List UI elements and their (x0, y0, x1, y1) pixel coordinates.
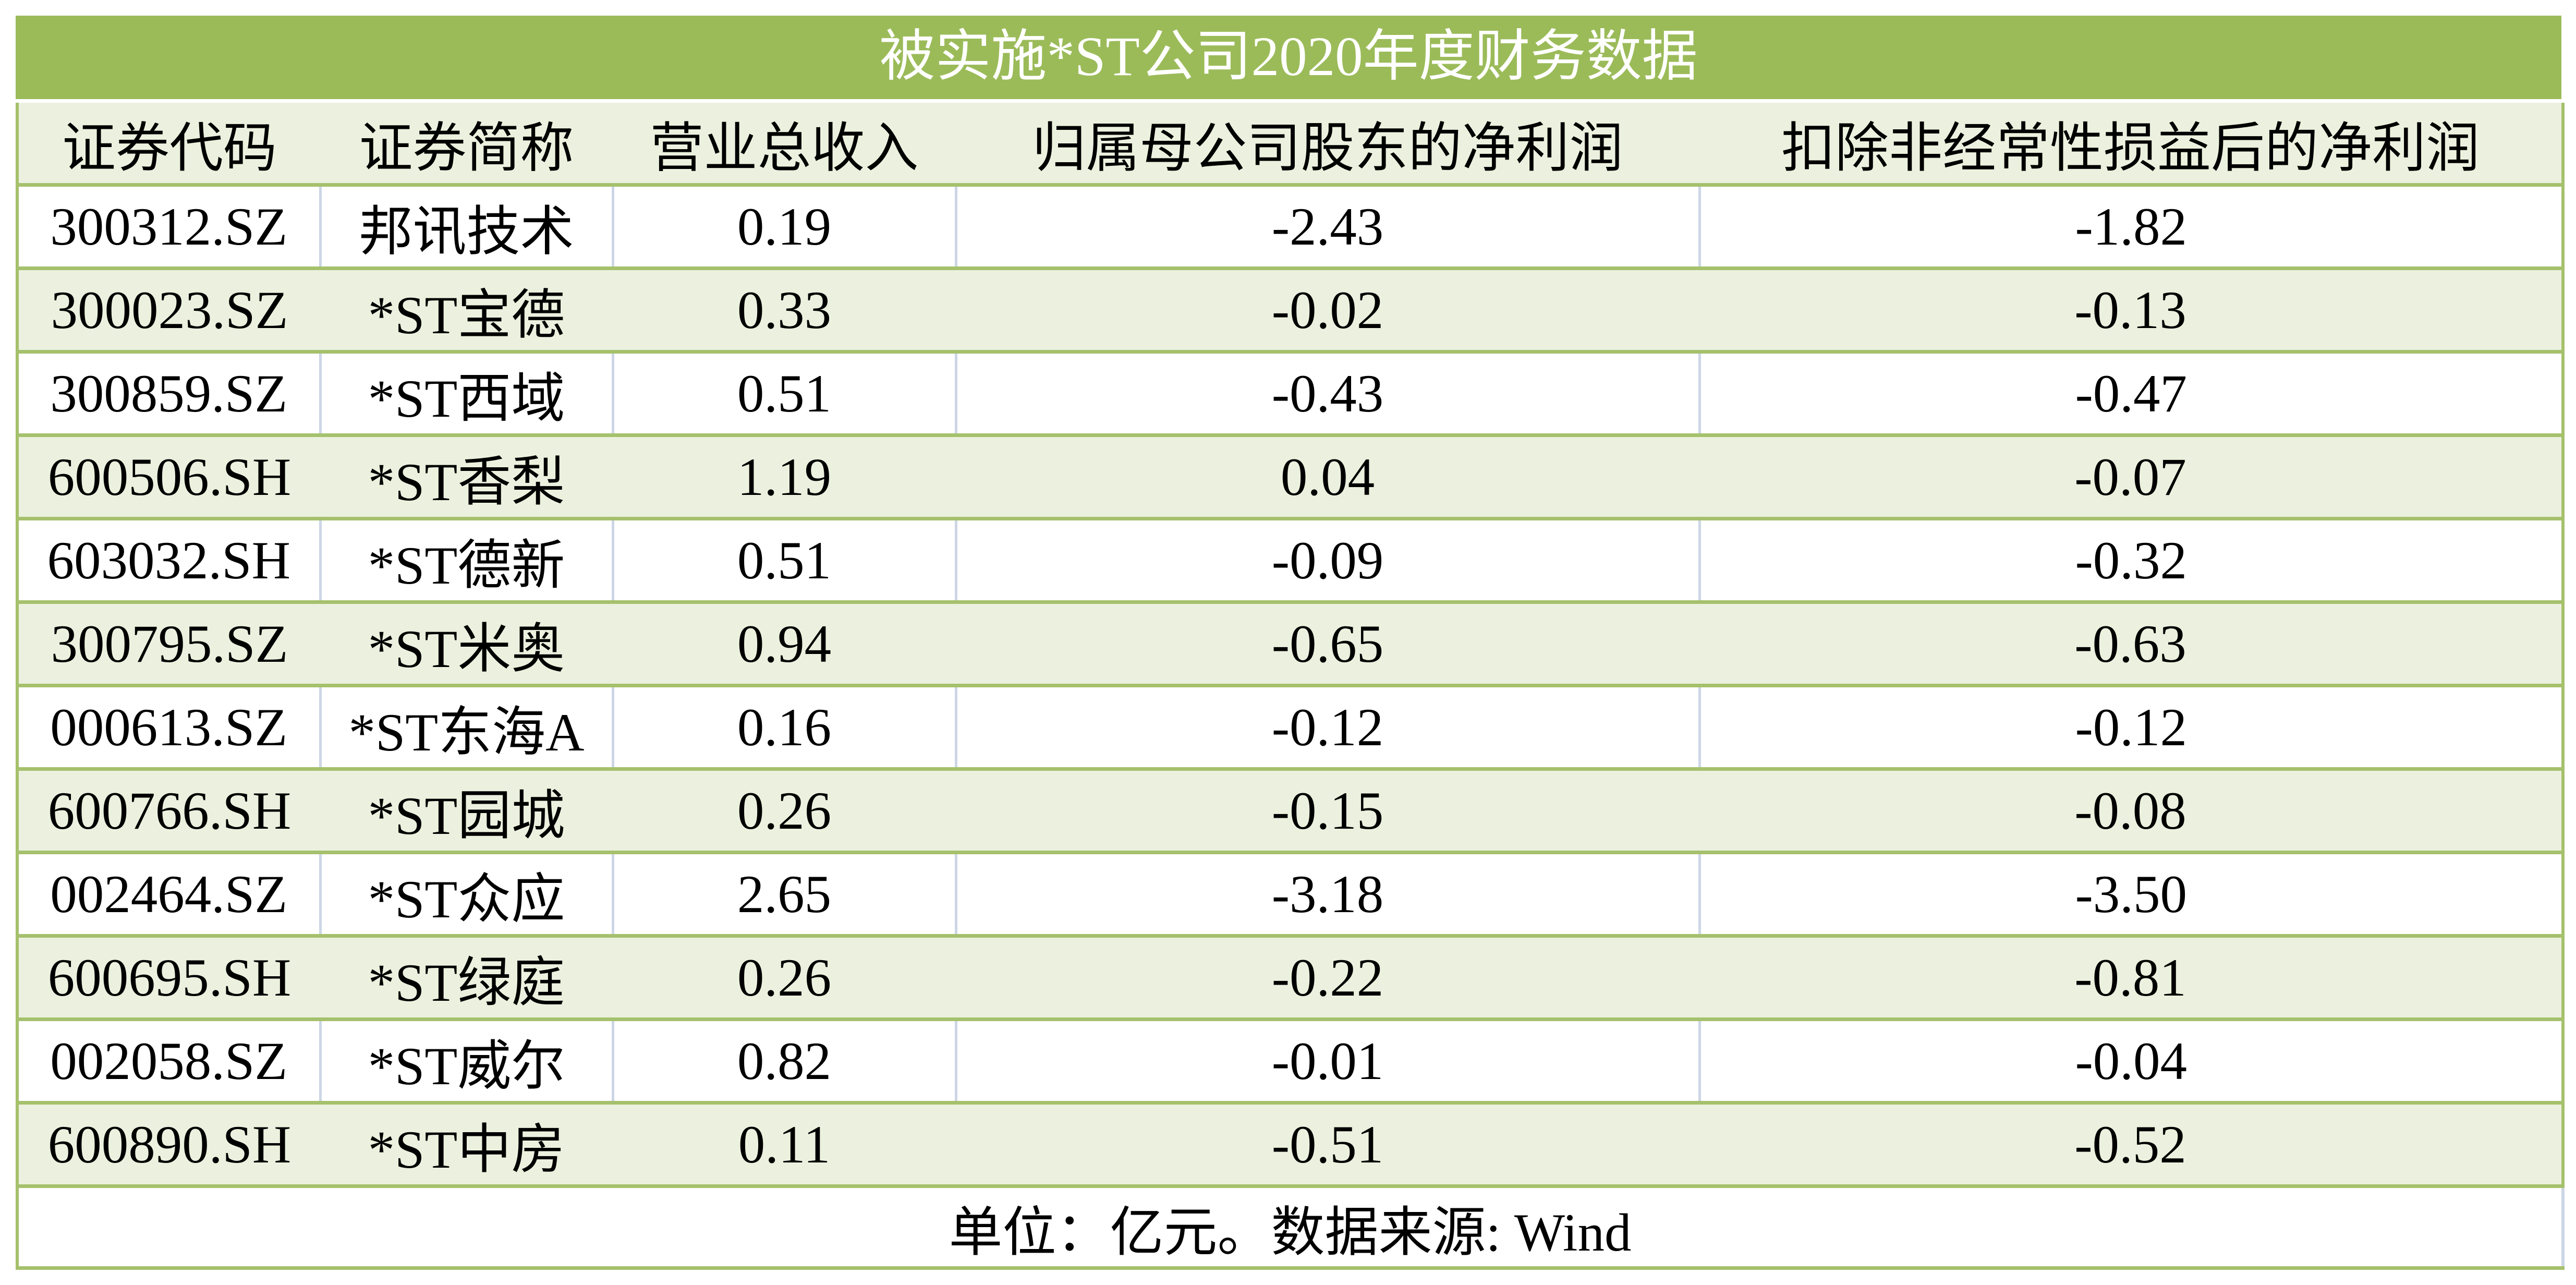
cell-net-profit: -0.02 (956, 268, 1699, 354)
table-row: 002464.SZ *ST众应 2.65 -3.18 -3.50 (16, 852, 2565, 938)
cell-deducted-net-profit: -0.52 (1699, 1102, 2565, 1188)
cell-deducted-net-profit: -0.63 (1699, 602, 2565, 687)
cell-deducted-net-profit: -3.50 (1698, 852, 2565, 938)
table-row: 600506.SH *ST香梨 1.19 0.04 -0.07 (16, 435, 2565, 520)
cell-code: 600506.SH (16, 435, 320, 520)
cell-net-profit: -0.43 (954, 351, 1699, 437)
cell-revenue: 0.51 (611, 518, 956, 604)
table-row: 600695.SH *ST绿庭 0.26 -0.22 -0.81 (16, 936, 2565, 1021)
title-divider (16, 99, 2561, 103)
cell-revenue: 0.94 (613, 602, 956, 687)
column-header-deducted-net-profit: 扣除非经常性损益后的净利润 (1699, 103, 2565, 187)
table-title: 被实施*ST公司2020年度财务数据 (16, 16, 2561, 99)
cell-net-profit: -0.15 (956, 769, 1699, 854)
cell-revenue: 0.26 (613, 936, 956, 1021)
cell-net-profit: -3.18 (954, 852, 1699, 938)
cell-revenue: 2.65 (611, 852, 956, 938)
table-row: 600890.SH *ST中房 0.11 -0.51 -0.52 (16, 1102, 2565, 1188)
cell-code: 000613.SZ (16, 685, 320, 771)
financial-table: 证券代码 证券简称 营业总收入 归属母公司股东的净利润 扣除非经常性损益后的净利… (16, 103, 2565, 1270)
cell-name: *ST园城 (320, 769, 613, 854)
cell-name: *ST香梨 (320, 435, 613, 520)
cell-deducted-net-profit: -1.82 (1698, 185, 2565, 270)
column-header-net-profit: 归属母公司股东的净利润 (956, 103, 1699, 187)
cell-net-profit: -0.65 (956, 602, 1699, 687)
table-row: 002058.SZ *ST威尔 0.82 -0.01 -0.04 (16, 1019, 2565, 1105)
cell-name: *ST众应 (319, 852, 613, 938)
cell-net-profit: -0.01 (954, 1019, 1699, 1105)
cell-revenue: 0.16 (611, 685, 956, 771)
cell-revenue: 0.19 (611, 185, 956, 270)
cell-name: *ST西域 (319, 351, 613, 437)
table-row: 300795.SZ *ST米奥 0.94 -0.65 -0.63 (16, 602, 2565, 687)
cell-revenue: 1.19 (613, 435, 956, 520)
cell-revenue: 0.82 (611, 1019, 956, 1105)
cell-revenue: 0.26 (613, 769, 956, 854)
cell-code: 600695.SH (16, 936, 320, 1021)
cell-code: 300023.SZ (16, 268, 320, 354)
table-row: 300312.SZ 邦讯技术 0.19 -2.43 -1.82 (16, 185, 2565, 270)
table-footnote: 单位：亿元。数据来源: Wind (16, 1186, 2565, 1270)
cell-name: *ST米奥 (320, 602, 613, 687)
table-row: 300023.SZ *ST宝德 0.33 -0.02 -0.13 (16, 268, 2565, 354)
cell-deducted-net-profit: -0.04 (1698, 1019, 2565, 1105)
cell-code: 603032.SH (16, 518, 320, 604)
header-row: 证券代码 证券简称 营业总收入 归属母公司股东的净利润 扣除非经常性损益后的净利… (16, 103, 2565, 187)
cell-net-profit: -0.09 (954, 518, 1699, 604)
cell-code: 002464.SZ (16, 852, 320, 938)
column-header-name: 证券简称 (320, 103, 613, 187)
footnote-row: 单位：亿元。数据来源: Wind (16, 1186, 2565, 1270)
cell-revenue: 0.33 (613, 268, 956, 354)
cell-deducted-net-profit: -0.47 (1698, 351, 2565, 437)
cell-code: 600890.SH (16, 1102, 320, 1188)
cell-name: *ST德新 (319, 518, 613, 604)
cell-deducted-net-profit: -0.13 (1699, 268, 2565, 354)
cell-deducted-net-profit: -0.07 (1699, 435, 2565, 520)
cell-code: 300859.SZ (16, 351, 320, 437)
cell-code: 300795.SZ (16, 602, 320, 687)
cell-deducted-net-profit: -0.81 (1699, 936, 2565, 1021)
table-row: 600766.SH *ST园城 0.26 -0.15 -0.08 (16, 769, 2565, 854)
cell-net-profit: -0.51 (956, 1102, 1699, 1188)
cell-revenue: 0.11 (613, 1102, 956, 1188)
cell-name: 邦讯技术 (319, 185, 613, 270)
cell-name: *ST中房 (320, 1102, 613, 1188)
cell-name: *ST宝德 (320, 268, 613, 354)
cell-net-profit: -0.12 (954, 685, 1699, 771)
cell-name: *ST东海A (319, 685, 613, 771)
cell-code: 300312.SZ (16, 185, 320, 270)
cell-net-profit: 0.04 (956, 435, 1699, 520)
table-row: 603032.SH *ST德新 0.51 -0.09 -0.32 (16, 518, 2565, 604)
column-header-revenue: 营业总收入 (613, 103, 956, 187)
cell-net-profit: -2.43 (954, 185, 1699, 270)
cell-revenue: 0.51 (611, 351, 956, 437)
table-row: 000613.SZ *ST东海A 0.16 -0.12 -0.12 (16, 685, 2565, 771)
column-header-code: 证券代码 (16, 103, 320, 187)
cell-deducted-net-profit: -0.08 (1699, 769, 2565, 854)
table-row: 300859.SZ *ST西域 0.51 -0.43 -0.47 (16, 351, 2565, 437)
cell-code: 002058.SZ (16, 1019, 320, 1105)
cell-net-profit: -0.22 (956, 936, 1699, 1021)
cell-deducted-net-profit: -0.32 (1698, 518, 2565, 604)
cell-code: 600766.SH (16, 769, 320, 854)
financial-table-sheet: 被实施*ST公司2020年度财务数据 证券代码 证券简称 营业总收入 归属母公司… (16, 16, 2565, 1270)
cell-deducted-net-profit: -0.12 (1698, 685, 2565, 771)
cell-name: *ST绿庭 (320, 936, 613, 1021)
cell-name: *ST威尔 (319, 1019, 613, 1105)
